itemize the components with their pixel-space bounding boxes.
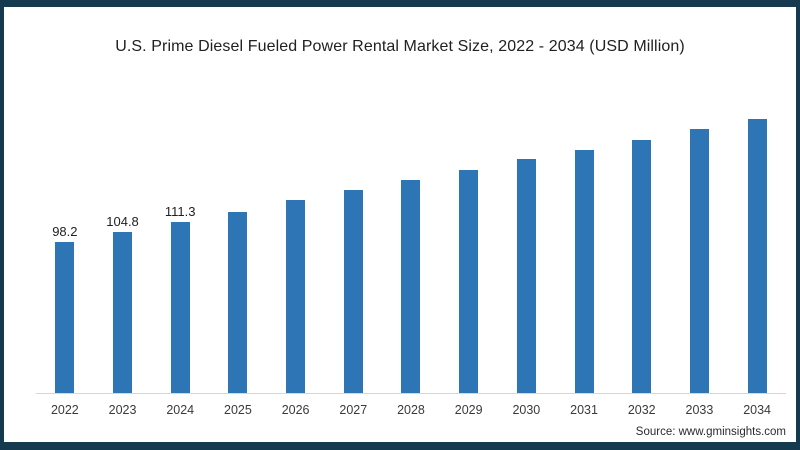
bar-column-2031	[555, 100, 613, 393]
x-axis-label-2033: 2033	[685, 403, 714, 417]
bar-column-2028	[382, 100, 440, 393]
bar-2033	[689, 129, 709, 393]
x-axis-label-2034: 2034	[743, 403, 771, 417]
bar-column-2025	[209, 100, 267, 393]
bar-column-2030	[498, 100, 556, 393]
bar-column-2022: 98.2	[36, 100, 94, 393]
x-axis-label-2026: 2026	[281, 403, 310, 417]
bar-2034	[747, 119, 767, 393]
x-axis-label-2025: 2025	[224, 403, 252, 417]
bar-2023	[113, 232, 133, 393]
x-axis-label-2030: 2030	[512, 403, 541, 417]
x-axis-label-2031: 2031	[570, 403, 598, 417]
bar-2031	[574, 150, 594, 393]
bar-2026	[286, 200, 306, 393]
bar-2027	[343, 190, 363, 393]
bar-2030	[516, 159, 536, 393]
bar-value-label: 98.2	[52, 224, 78, 239]
bar-column-2024: 111.3	[151, 100, 209, 393]
bar-column-2026	[267, 100, 325, 393]
bar-column-2032	[613, 100, 671, 393]
x-axis-label-2022: 2022	[50, 403, 79, 417]
x-axis-label-2023: 2023	[108, 403, 137, 417]
bar-column-2029	[440, 100, 498, 393]
bar-value-label: 104.8	[106, 214, 139, 229]
x-axis-label-2029: 2029	[454, 403, 483, 417]
bar-2029	[459, 170, 479, 393]
x-axis-label-2027: 2027	[339, 403, 368, 417]
bar-column-2034	[728, 100, 786, 393]
source-credit: Source: www.gminsights.com	[635, 426, 786, 438]
bar-column-2027	[324, 100, 382, 393]
bar-2024	[170, 222, 190, 393]
bar-column-2023: 104.8	[94, 100, 152, 393]
bar-2028	[401, 180, 421, 393]
plot-area: 98.2 104.8 111.3	[36, 100, 786, 394]
x-axis-label-2028: 2028	[397, 403, 425, 417]
bar-2025	[228, 212, 248, 393]
bar-value-label: 111.3	[164, 204, 196, 219]
bar-2032	[632, 140, 652, 393]
x-axis-label-2024: 2024	[166, 403, 195, 417]
bar-column-2033	[671, 100, 729, 393]
chart-title: U.S. Prime Diesel Fueled Power Rental Ma…	[115, 38, 685, 55]
x-axis-label-2032: 2032	[627, 403, 656, 417]
bar-2022	[55, 242, 75, 393]
x-axis-labels: 2022 2023 2024 2025 2026 2027 2028 2029 2030 2031…	[36, 403, 786, 417]
